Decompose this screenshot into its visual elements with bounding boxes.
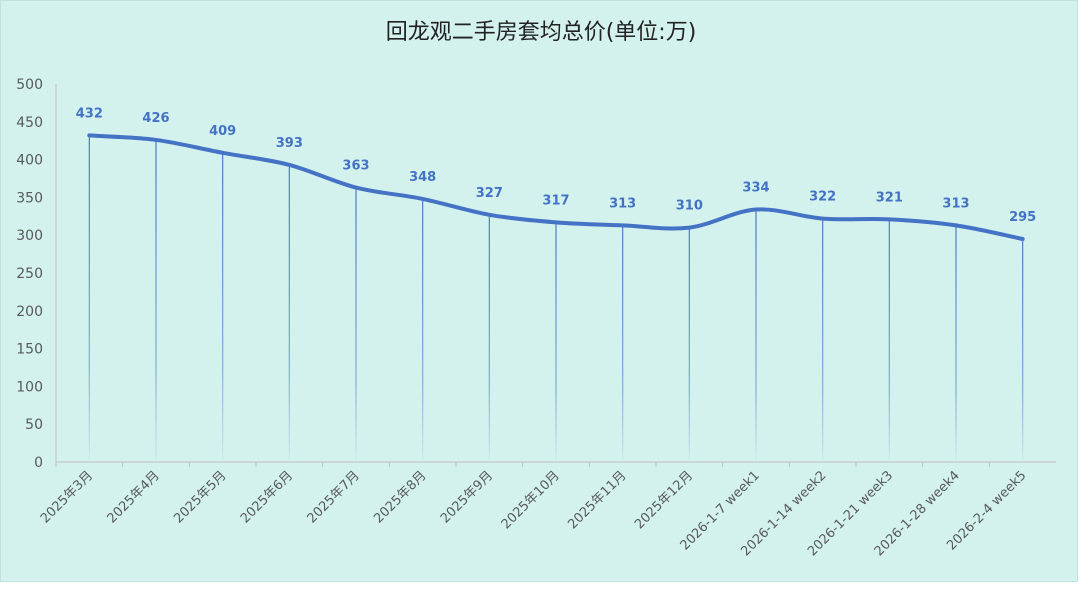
data-label: 426 — [142, 111, 169, 126]
y-tick-label: 500 — [16, 77, 43, 93]
drop-line — [755, 209, 757, 462]
data-point — [755, 208, 757, 211]
data-point — [355, 186, 357, 189]
data-labels: 432 426 409 393 363 348 327 317 313 310 334 322 321 3… — [76, 106, 1036, 225]
data-point — [488, 213, 491, 216]
drop-line — [955, 225, 957, 462]
x-tick-label: 2025年3月 — [38, 468, 96, 526]
data-label: 317 — [542, 193, 569, 208]
data-label: 432 — [76, 106, 103, 121]
drop-line — [1022, 238, 1024, 462]
y-tick-label: 0 — [34, 455, 43, 471]
data-label: 334 — [742, 180, 769, 195]
data-point — [1021, 237, 1024, 240]
drop-line — [822, 218, 824, 462]
data-label: 393 — [276, 136, 303, 151]
drop-line — [288, 164, 290, 462]
data-point — [155, 138, 157, 141]
drop-line — [555, 222, 557, 462]
x-tick-label: 2025年7月 — [305, 468, 363, 526]
data-point — [621, 224, 624, 227]
drop-lines — [88, 135, 1024, 463]
data-label: 363 — [342, 159, 369, 174]
data-point — [555, 221, 557, 224]
drop-line — [88, 135, 90, 462]
x-tick-label: 2025年8月 — [371, 468, 429, 526]
y-tick-label: 350 — [16, 190, 43, 206]
data-point — [955, 224, 957, 227]
data-point — [888, 218, 891, 221]
x-tick-label: 2025年5月 — [171, 468, 229, 526]
drop-line — [155, 139, 157, 462]
data-label: 322 — [809, 190, 836, 205]
data-label: 321 — [876, 190, 903, 205]
data-label: 310 — [676, 199, 703, 214]
data-label: 295 — [1009, 210, 1036, 225]
data-point — [688, 226, 691, 229]
y-tick-label: 50 — [25, 417, 43, 433]
y-tick-label: 400 — [16, 153, 43, 169]
drop-line — [488, 214, 490, 462]
drop-line — [422, 198, 424, 463]
line-chart: 回龙观二手房套均总价(单位:万) 0 50 100 150 200 250 300 350 40… — [16, 20, 1056, 559]
y-tick-label: 450 — [16, 115, 43, 131]
chart-title: 回龙观二手房套均总价(单位:万) — [386, 20, 697, 45]
x-tick-label: 2025年10月 — [499, 468, 563, 532]
data-point — [421, 197, 424, 200]
x-tick-label: 2025年12月 — [632, 468, 696, 532]
x-tick-label: 2025年11月 — [565, 468, 629, 532]
y-tick-label: 250 — [16, 266, 43, 282]
y-tick-label: 100 — [16, 379, 43, 395]
x-tick-label: 2025年6月 — [238, 468, 296, 526]
data-label: 313 — [609, 196, 636, 211]
data-label: 348 — [409, 170, 436, 185]
series-line — [87, 133, 1025, 241]
data-point — [821, 217, 824, 220]
x-tick-label: 2025年9月 — [438, 468, 496, 526]
data-label: 409 — [209, 124, 236, 139]
y-tick-label: 150 — [16, 342, 43, 358]
drop-line — [888, 219, 890, 462]
data-point — [221, 151, 224, 154]
y-tick-label: 200 — [16, 304, 43, 320]
x-tick-label: 2025年4月 — [105, 468, 163, 526]
drop-line — [622, 225, 624, 462]
drop-line — [222, 152, 224, 462]
drop-line — [355, 187, 357, 462]
chart-area: 回龙观二手房套均总价(单位:万) 0 50 100 150 200 250 300 350 40… — [0, 0, 1078, 582]
data-label: 327 — [476, 186, 503, 201]
data-label: 313 — [942, 196, 969, 211]
series-path — [87, 133, 1025, 241]
data-point — [88, 134, 91, 137]
drop-line — [688, 227, 690, 462]
y-tick-label: 300 — [16, 228, 43, 244]
data-point — [288, 163, 291, 166]
